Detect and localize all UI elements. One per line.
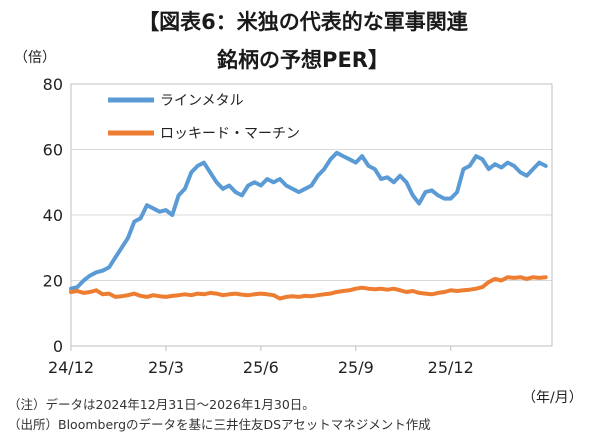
series-line-2: [69, 275, 548, 301]
series-group: [69, 150, 548, 301]
y-tick-label: 0: [53, 337, 63, 356]
x-axis-label: （年/月）: [522, 390, 583, 406]
chart-title-line2: 銘柄の予想PER】: [217, 48, 389, 72]
x-tick-label: 25/6: [243, 358, 279, 377]
x-tick-label: 25/12: [428, 358, 474, 377]
series-line-1: [69, 150, 548, 291]
y-tick-label: 60: [43, 141, 63, 160]
chart-title-line1: 【図表6：米独の代表的な軍事関連: [138, 10, 468, 34]
x-tick-label: 25/9: [338, 358, 374, 377]
legend-label-2: ロッキード・マーチン: [160, 126, 300, 142]
note-source: （出所）Bloombergのデータを基に三井住友DSアセットマネジメント作成: [8, 417, 431, 432]
note-data-period: （注）データは2024年12月31日～2026年1月30日。: [8, 397, 315, 412]
x-tick-label: 25/3: [148, 358, 184, 377]
y-tick-label: 20: [43, 272, 63, 291]
x-tick-label: 24/12: [48, 358, 94, 377]
y-tick-label: 80: [43, 75, 63, 94]
plot-area: [70, 83, 553, 347]
legend-label-1: ラインメタル: [160, 93, 244, 109]
y-axis-ticks: 0 20 40 60 80: [43, 75, 63, 356]
gridlines: [71, 149, 552, 281]
x-axis-ticks: 24/12 25/3 25/6 25/9 25/12: [48, 346, 474, 377]
y-axis-label: （倍）: [14, 50, 56, 66]
y-tick-label: 40: [43, 206, 63, 225]
